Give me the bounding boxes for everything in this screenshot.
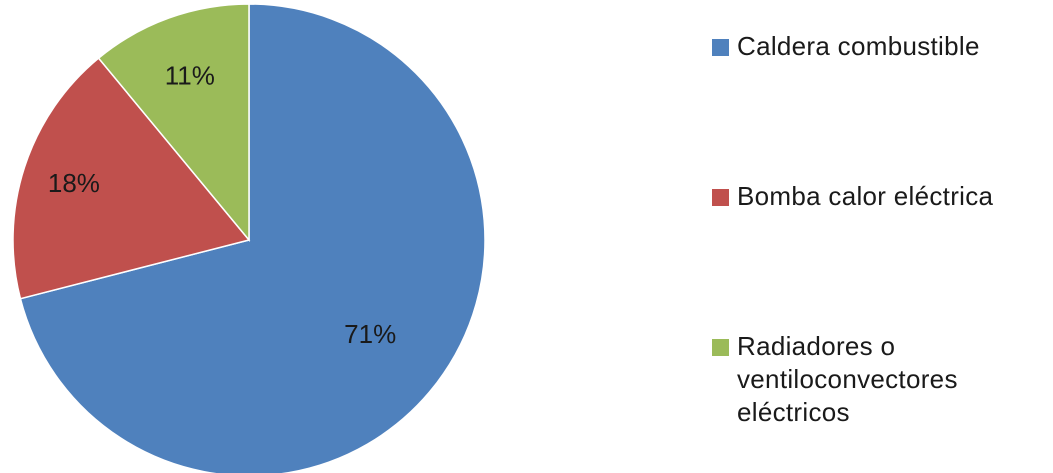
legend-label-caldera: Caldera combustible	[737, 31, 980, 61]
legend-item-radiadores: Radiadores o ventiloconvectores eléctric…	[712, 330, 1027, 429]
legend-item-caldera: Caldera combustible	[712, 30, 1037, 63]
pie-slice-bomba	[12, 57, 251, 300]
pie-chart-svg: 71% 18% 11%	[12, 3, 486, 473]
data-label-radiadores: 11%	[165, 61, 215, 91]
data-label-caldera: 71%	[344, 319, 396, 349]
legend-item-bomba: Bomba calor eléctrica	[712, 180, 1037, 213]
legend-label-radiadores: Radiadores o ventiloconvectores eléctric…	[737, 331, 958, 427]
pie-slice-radiadores	[97, 3, 250, 243]
legend-swatch-bomba	[712, 189, 729, 206]
legend-swatch-caldera	[712, 39, 729, 56]
legend: Caldera combustible Bomba calor eléctric…	[712, 0, 1052, 473]
pie-slice-caldera	[19, 3, 486, 473]
legend-swatch-radiadores	[712, 339, 729, 356]
data-label-bomba: 18%	[48, 168, 100, 198]
legend-label-bomba: Bomba calor eléctrica	[737, 181, 994, 211]
